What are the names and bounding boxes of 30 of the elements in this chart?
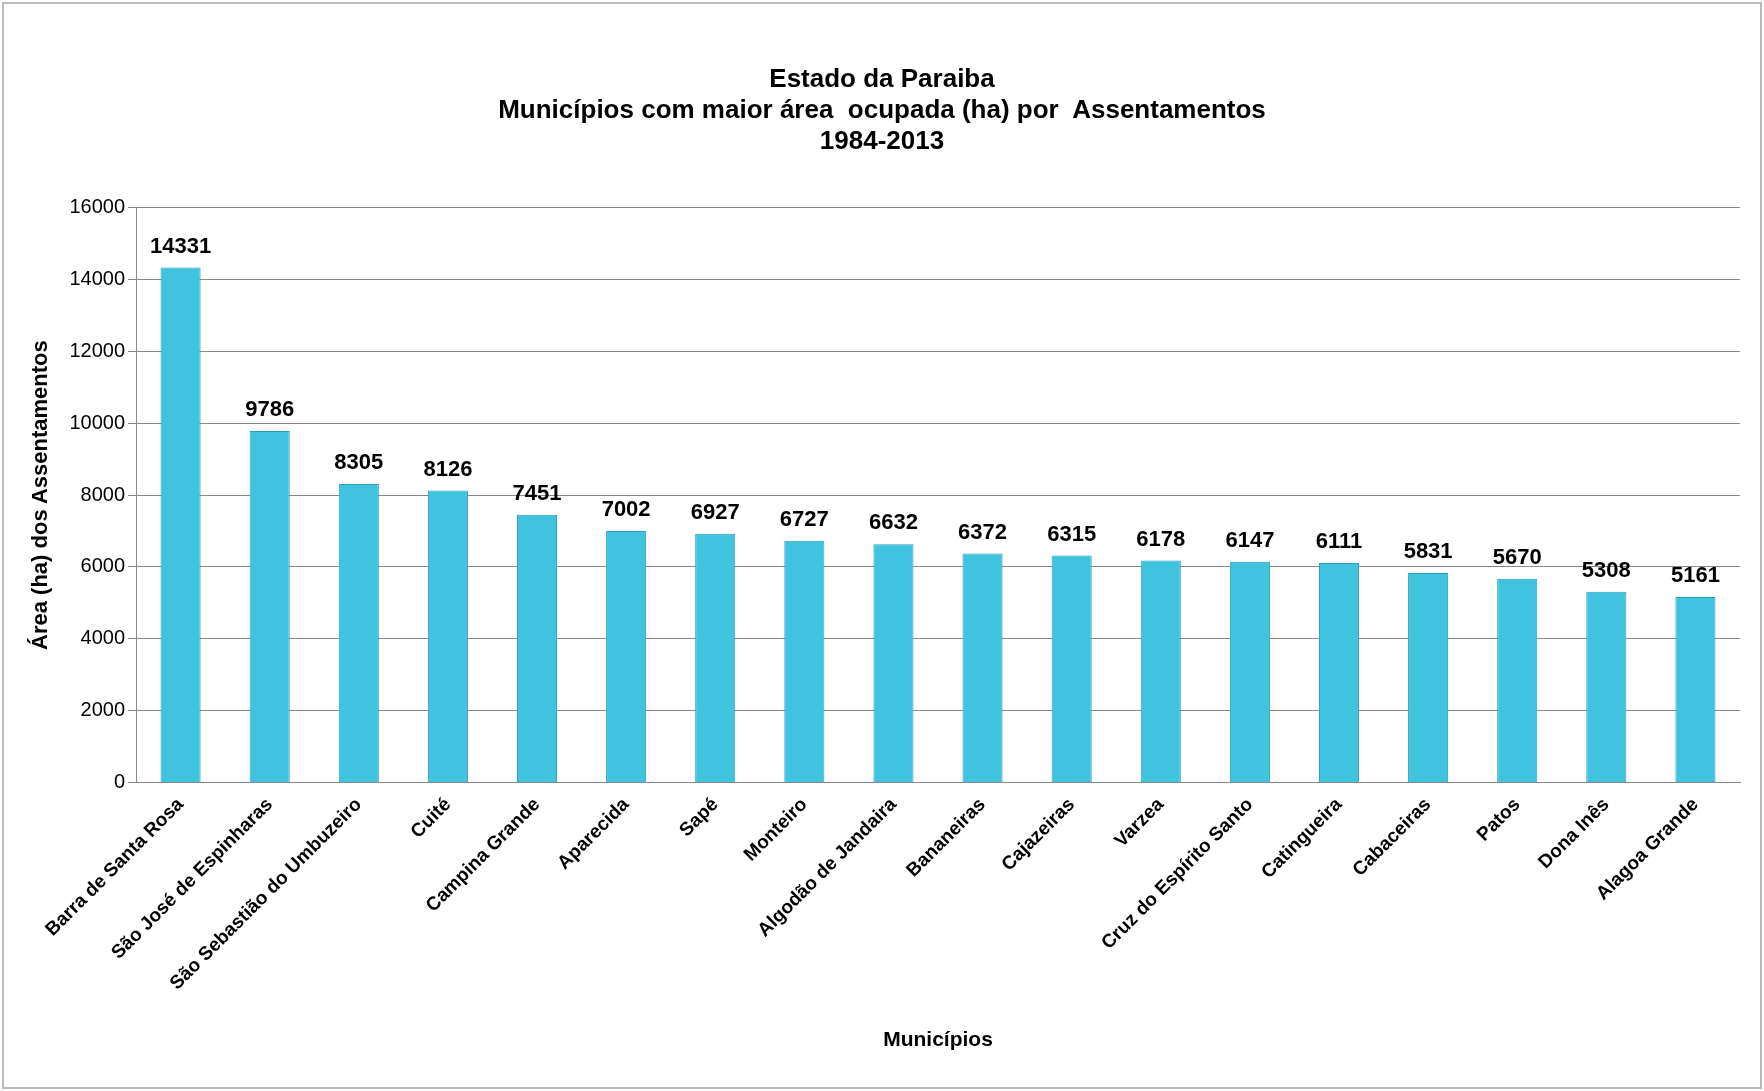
x-axis-title: Municípios	[883, 1027, 993, 1051]
data-label: 8126	[423, 455, 473, 481]
data-label: 6927	[690, 498, 740, 524]
data-label: 14331	[149, 232, 212, 258]
y-tick-label: 8000	[80, 482, 126, 505]
data-label: 5161	[1670, 562, 1720, 588]
y-tick-label: 12000	[69, 338, 126, 361]
chart-title: Estado da Paraiba Municípios com maior área ocupada (ha) por Assentamentos 1984-2013	[498, 62, 1266, 156]
data-label: 7451	[512, 479, 562, 505]
y-tick-label: 4000	[80, 626, 126, 649]
data-label: 7002	[601, 495, 651, 521]
y-tick-label: 0	[113, 770, 126, 793]
y-tick-label: 6000	[80, 554, 126, 577]
data-label: 6727	[779, 505, 829, 531]
y-axis-title: Área (ha) dos Assentamentos	[27, 340, 53, 650]
data-label: 6178	[1136, 525, 1186, 551]
y-tick-label: 10000	[69, 410, 126, 433]
data-label: 5308	[1581, 556, 1631, 582]
data-label: 8305	[334, 449, 384, 475]
y-tick-label: 16000	[69, 195, 126, 218]
data-label: 6632	[868, 509, 918, 535]
data-label: 6315	[1047, 520, 1097, 546]
data-label: 6111	[1315, 528, 1363, 554]
data-label: 5831	[1403, 538, 1453, 564]
data-label: 6147	[1225, 526, 1275, 552]
data-label: 5670	[1492, 543, 1542, 569]
y-tick-label: 2000	[80, 698, 126, 721]
y-tick-label: 14000	[69, 266, 126, 289]
data-label: 9786	[245, 395, 295, 421]
data-label: 6372	[958, 518, 1008, 544]
